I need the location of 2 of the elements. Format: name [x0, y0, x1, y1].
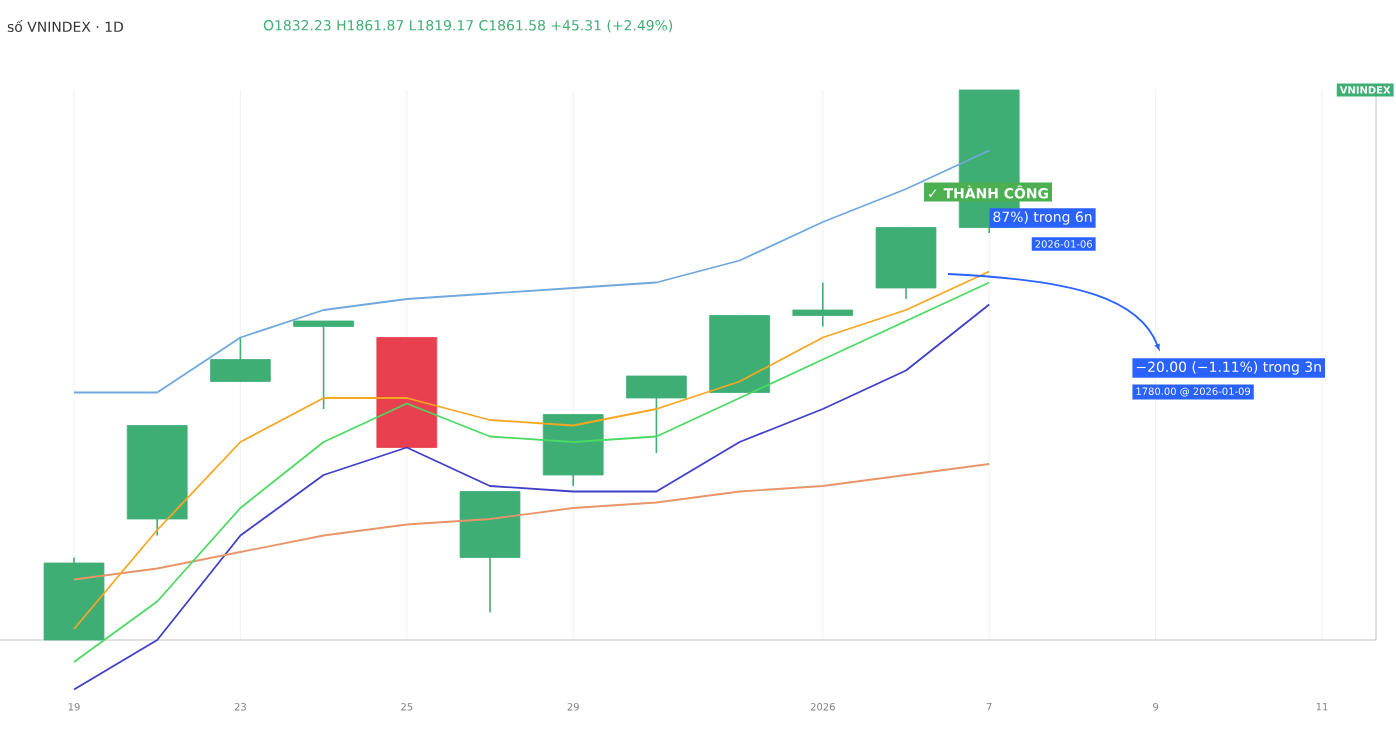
candlestick	[792, 281, 854, 328]
candlestick	[293, 320, 354, 410]
